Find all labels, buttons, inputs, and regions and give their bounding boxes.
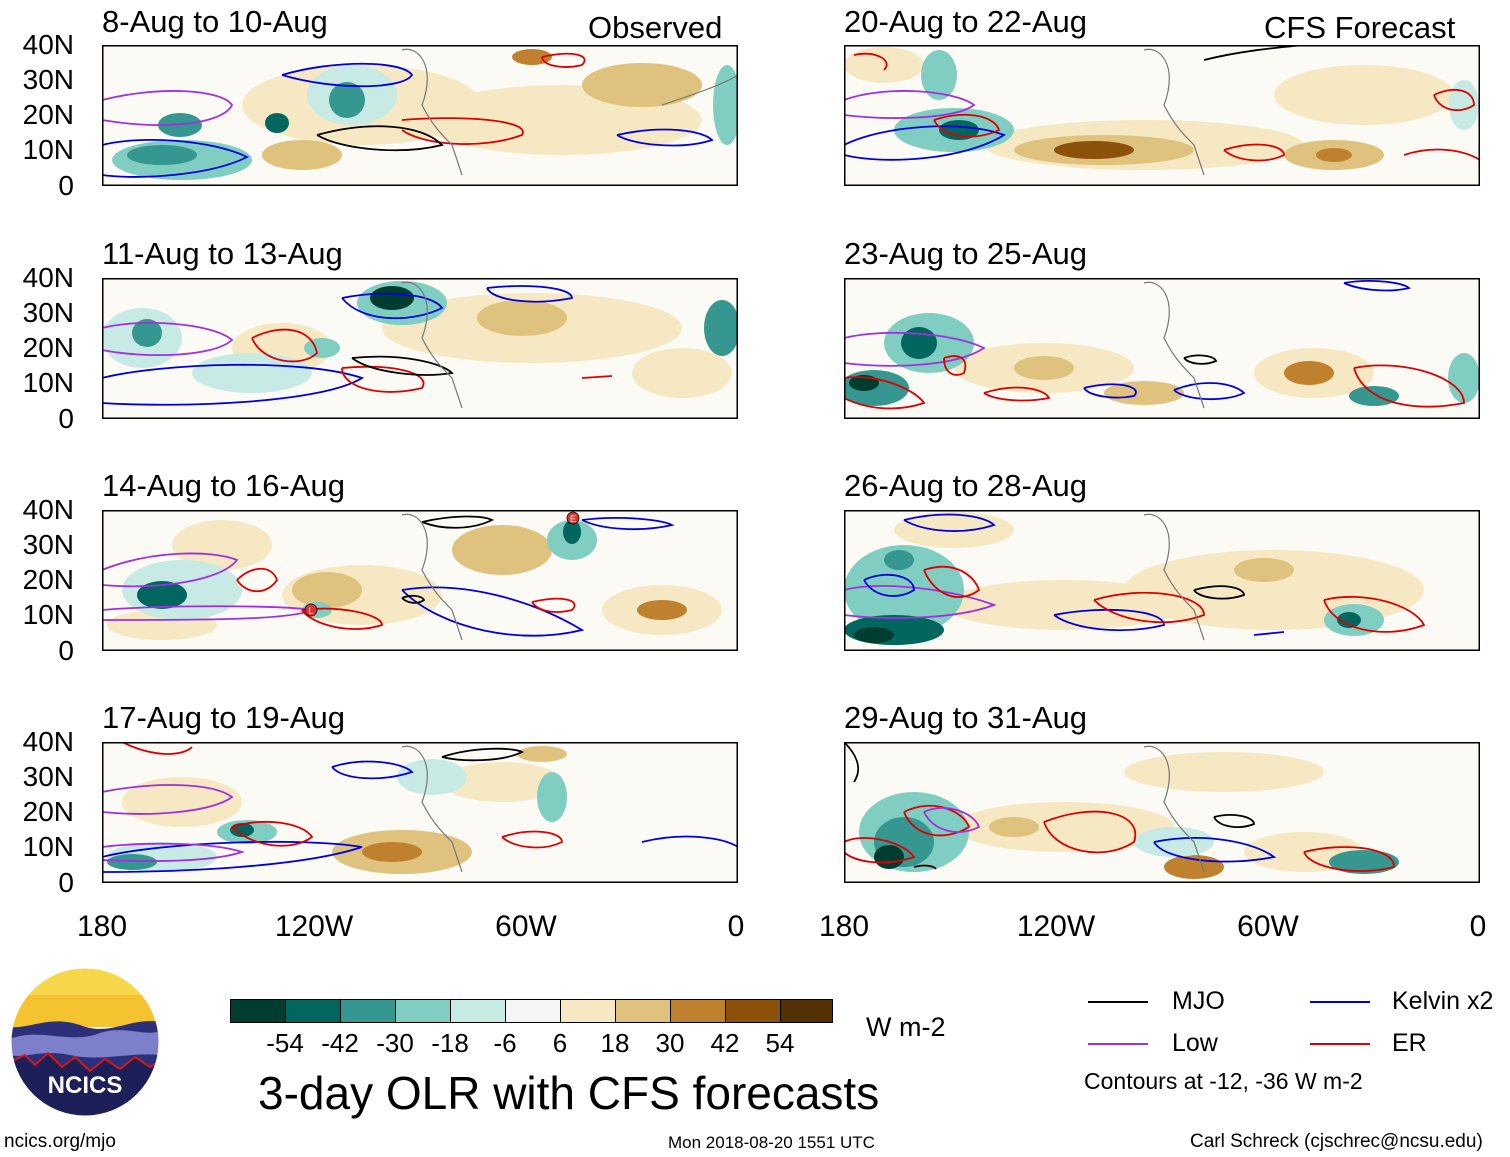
x-tick-label: 180 (76, 910, 128, 943)
x-tick-label: 0 (727, 910, 745, 943)
legend-label-mjo: MJO (1172, 987, 1225, 1015)
colorbar-label: -18 (431, 1028, 469, 1058)
colorbar-bin (450, 999, 506, 1023)
footer-credit: Carl Schreck (cjschrec@ncsu.edu) (1190, 1131, 1483, 1152)
colorbar-label: 30 (655, 1028, 685, 1058)
panel-title-left-3: 14-Aug to 16-Aug (102, 468, 346, 503)
x-tick-label: 120W (1016, 910, 1096, 943)
y-tick-label: 30N (22, 761, 74, 792)
ncics-logo: NCICS (10, 967, 160, 1117)
footer-url[interactable]: ncics.org/mjo (4, 1131, 116, 1152)
logo-text: NCICS (48, 1072, 123, 1099)
y-tick-label: 0 (58, 170, 74, 201)
legend-note: Contours at -12, -36 W m-2 (1084, 1068, 1363, 1094)
colorbar-label: -54 (266, 1028, 304, 1058)
y-tick-label: 30N (22, 64, 74, 95)
panel-title-left-2: 11-Aug to 13-Aug (102, 236, 343, 271)
main-title: 3-day OLR with CFS forecasts (258, 1067, 880, 1119)
y-tick-label: 30N (22, 297, 74, 328)
colorbar-label: 18 (600, 1028, 630, 1058)
panel-title-right-1: 20-Aug to 22-Aug (844, 4, 1088, 39)
colorbar-units: W m-2 (866, 1012, 946, 1042)
y-tick-label: 20N (22, 99, 74, 130)
panel-title-right-4: 29-Aug to 31-Aug (844, 700, 1088, 735)
colorbar-label: 6 (552, 1028, 568, 1058)
observed-label: Observed (588, 10, 723, 45)
colorbar-bin (780, 999, 833, 1023)
y-tick-label: 20N (22, 564, 74, 595)
colorbar-bin (505, 999, 561, 1023)
olr-map-left-2 (102, 278, 738, 419)
colorbar-label: -30 (376, 1028, 414, 1058)
panel-title-left-1: 8-Aug to 10-Aug (102, 4, 328, 39)
y-tick-label: 40N (22, 262, 74, 293)
x-tick-label: 180 (818, 910, 870, 943)
olr-map-right-4 (844, 742, 1480, 883)
y-tick-label: 10N (22, 134, 74, 165)
legend-swatch-low (1088, 1043, 1148, 1045)
cfs-forecast-label: CFS Forecast (1264, 10, 1456, 45)
y-tick-label: 20N (22, 796, 74, 827)
panel-title-right-2: 23-Aug to 25-Aug (844, 236, 1088, 271)
olr-map-left-1 (102, 45, 738, 186)
olr-map-left-4 (102, 742, 738, 883)
y-tick-label: 20N (22, 332, 74, 363)
legend-swatch-mjo (1088, 1001, 1148, 1003)
x-tick-label: 60W (495, 910, 557, 943)
y-tick-label: 40N (22, 29, 74, 60)
y-tick-label: 40N (22, 726, 74, 757)
olr-map-right-2 (844, 278, 1480, 419)
legend-swatch-er (1310, 1043, 1370, 1045)
colorbar-bin (615, 999, 671, 1023)
olr-map-right-3 (844, 510, 1480, 651)
storm-marker-E: E (566, 511, 580, 525)
colorbar-bin (670, 999, 726, 1023)
y-tick-label: 10N (22, 367, 74, 398)
legend-label-er: ER (1392, 1029, 1427, 1057)
colorbar-bin (725, 999, 781, 1023)
y-tick-label: 0 (58, 635, 74, 666)
panel-title-left-4: 17-Aug to 19-Aug (102, 700, 346, 735)
legend-label-low: Low (1172, 1029, 1218, 1057)
colorbar-bin (230, 999, 286, 1023)
colorbar-bin (560, 999, 616, 1023)
x-tick-label: 0 (1469, 910, 1487, 943)
y-tick-label: 40N (22, 494, 74, 525)
y-tick-label: 10N (22, 599, 74, 630)
storm-marker-l-text: L (308, 606, 313, 616)
storm-marker-L: L (304, 603, 318, 617)
y-tick-label: 0 (58, 867, 74, 898)
colorbar-bin (340, 999, 396, 1023)
y-tick-label: 30N (22, 529, 74, 560)
x-tick-label: 60W (1237, 910, 1299, 943)
y-tick-label: 10N (22, 831, 74, 862)
colorbar-label: -6 (493, 1028, 517, 1058)
storm-marker-e-text: E (570, 514, 576, 524)
colorbar-bin (395, 999, 451, 1023)
olr-map-right-1 (844, 45, 1480, 186)
legend-label-kelvin: Kelvin x2 (1392, 987, 1494, 1015)
colorbar-label: 42 (710, 1028, 740, 1058)
colorbar-label: 54 (765, 1028, 795, 1058)
x-tick-label: 120W (274, 910, 354, 943)
footer-timestamp: Mon 2018-08-20 1551 UTC (668, 1133, 875, 1152)
colorbar-label: -42 (321, 1028, 359, 1058)
legend-swatch-kelvin (1310, 1001, 1370, 1003)
panel-title-right-3: 26-Aug to 28-Aug (844, 468, 1088, 503)
olr-map-left-3: E L (102, 510, 738, 651)
y-tick-label: 0 (58, 403, 74, 434)
colorbar-bin (285, 999, 341, 1023)
